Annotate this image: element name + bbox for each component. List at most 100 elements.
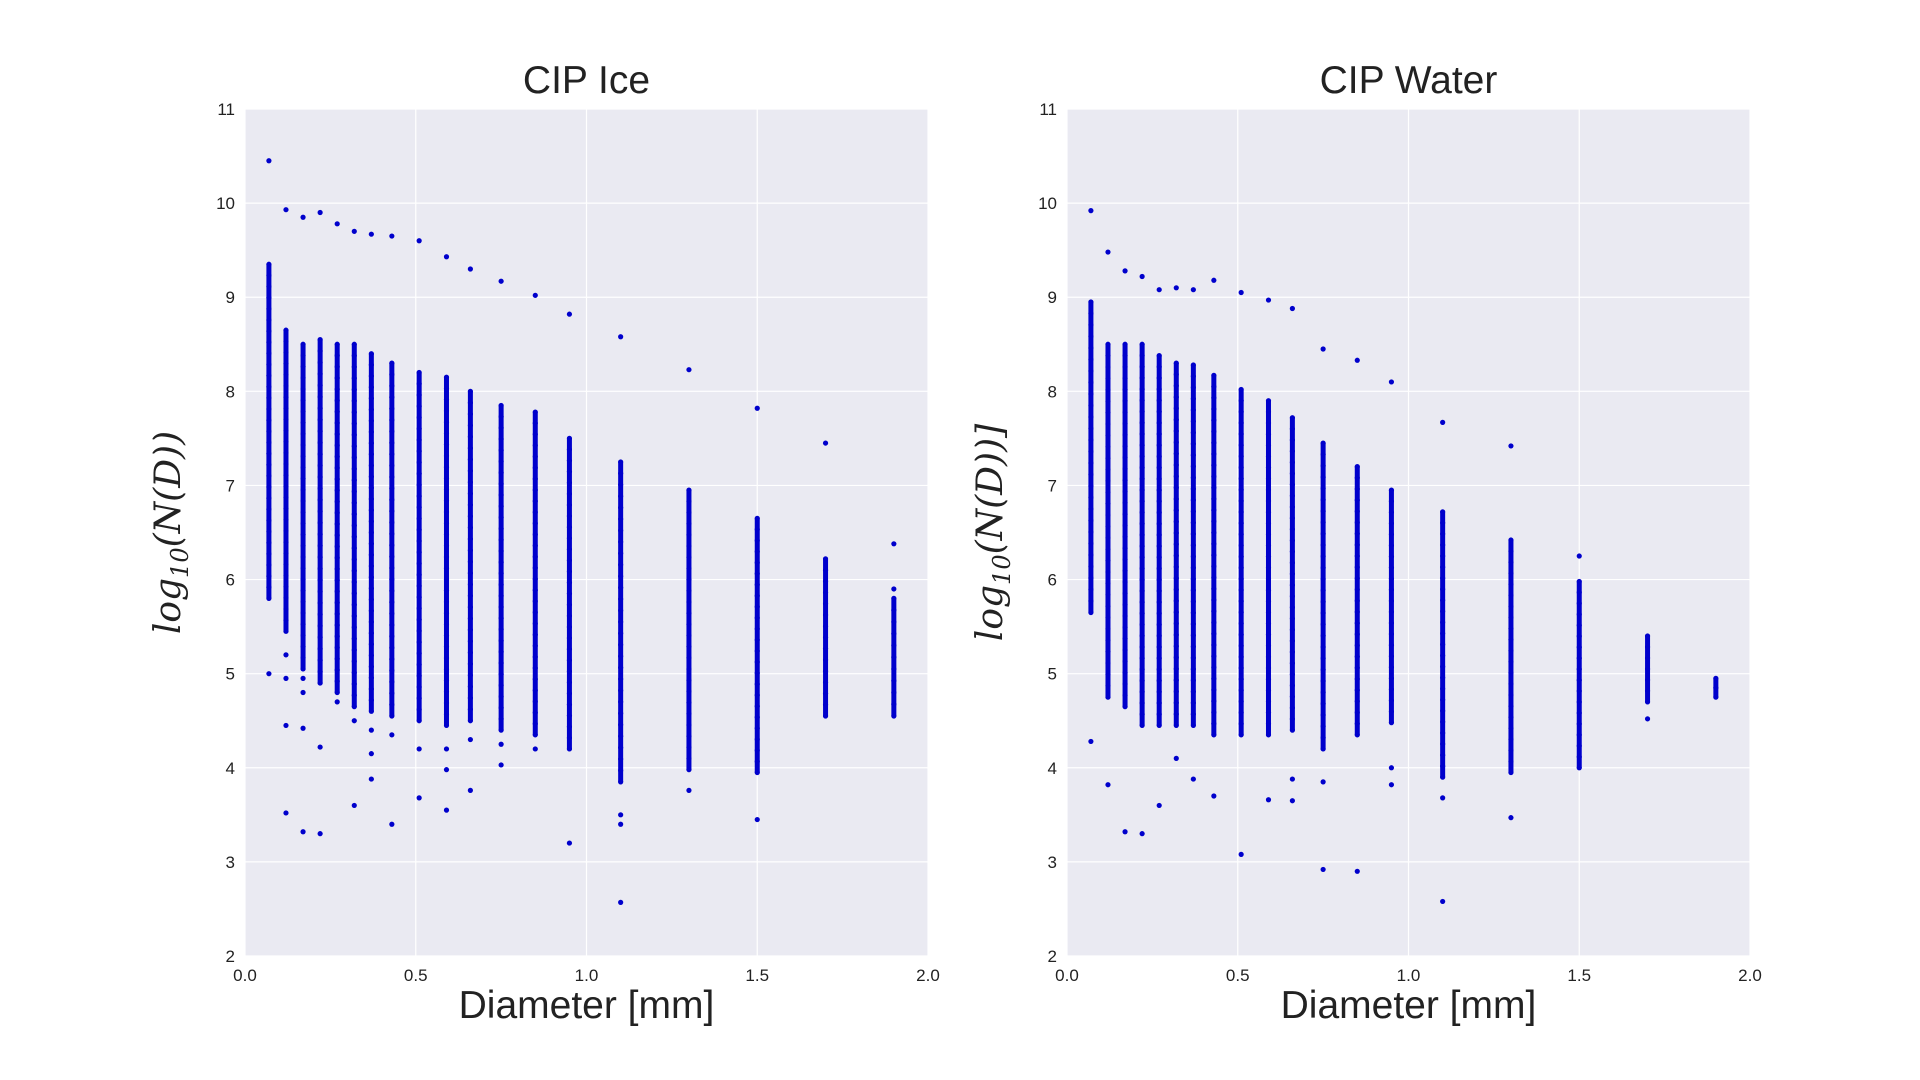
data-point	[443, 408, 450, 414]
data-point	[467, 581, 473, 588]
data-point	[1644, 688, 1651, 694]
data-point	[368, 574, 374, 580]
data-point	[532, 732, 538, 738]
data-point	[266, 528, 272, 535]
data-point	[1088, 471, 1094, 478]
data-point	[1190, 486, 1196, 492]
data-point	[334, 352, 340, 359]
data-point	[532, 465, 538, 471]
data-point	[443, 700, 450, 706]
data-point	[334, 678, 340, 684]
data-point	[334, 454, 340, 460]
data-point	[1508, 592, 1514, 598]
x-axis-label: Diameter [mm]	[1281, 984, 1537, 1027]
data-point	[1289, 437, 1295, 443]
data-point	[1508, 692, 1514, 698]
y-tick-label: 6	[1048, 571, 1057, 590]
data-point	[566, 679, 573, 686]
data-point	[532, 420, 538, 426]
data-point	[1320, 610, 1326, 616]
data-point	[1440, 664, 1446, 670]
data-point	[317, 451, 323, 457]
chart-title: CIP Water	[1320, 59, 1498, 102]
data-point	[1289, 470, 1295, 477]
data-point	[467, 718, 473, 724]
data-point	[300, 643, 306, 650]
data-point	[1122, 511, 1128, 517]
data-point	[1238, 289, 1244, 296]
data-point	[1173, 428, 1179, 434]
data-point	[1388, 720, 1395, 726]
data-point	[283, 207, 289, 213]
data-point	[618, 722, 624, 728]
data-point	[1354, 868, 1360, 874]
data-point	[1190, 576, 1196, 582]
data-point	[686, 722, 692, 728]
data-point	[1105, 660, 1111, 666]
data-point	[368, 507, 374, 513]
data-point	[1105, 569, 1111, 575]
data-point	[618, 733, 624, 739]
data-point	[1156, 700, 1162, 706]
data-point	[266, 439, 272, 446]
data-point	[1388, 782, 1395, 788]
data-point	[351, 409, 357, 415]
data-point	[389, 508, 395, 514]
data-point	[1508, 570, 1514, 576]
data-point	[1190, 632, 1196, 638]
data-point	[1190, 689, 1196, 695]
data-point	[368, 686, 374, 692]
data-point	[1190, 373, 1196, 379]
data-point	[334, 420, 340, 426]
data-point	[1156, 599, 1162, 605]
data-point	[1139, 666, 1145, 672]
data-point	[1105, 557, 1111, 564]
data-point	[1265, 487, 1272, 493]
data-point	[1440, 520, 1446, 526]
data-point	[351, 398, 357, 404]
data-point	[1173, 755, 1179, 761]
data-point	[1354, 464, 1360, 470]
data-point	[1388, 520, 1395, 526]
data-point	[1156, 386, 1162, 392]
data-point	[566, 646, 573, 652]
data-point	[389, 667, 395, 674]
data-point	[754, 703, 760, 709]
data-point	[443, 430, 450, 436]
data-point	[1173, 462, 1179, 468]
data-point	[1105, 353, 1111, 359]
data-point	[1265, 643, 1272, 649]
data-point	[1211, 664, 1217, 671]
data-point	[566, 457, 573, 464]
data-point	[334, 588, 340, 594]
data-point	[618, 505, 624, 511]
data-point	[1388, 531, 1395, 538]
grid	[1066, 108, 1751, 957]
data-point	[1508, 443, 1514, 449]
data-point	[1190, 553, 1196, 560]
data-point	[1139, 442, 1145, 448]
data-point	[266, 473, 272, 479]
data-point	[1320, 553, 1326, 559]
data-point	[1088, 333, 1094, 340]
data-point	[1139, 554, 1145, 560]
data-point	[891, 713, 897, 719]
data-point	[754, 405, 760, 411]
data-point	[443, 632, 450, 639]
data-point	[334, 611, 340, 617]
data-point	[416, 538, 422, 544]
y-tick-label: 9	[1048, 288, 1057, 307]
data-point	[1190, 407, 1196, 413]
data-point	[618, 607, 624, 614]
data-point	[1289, 415, 1295, 421]
data-point	[1388, 587, 1395, 593]
data-point	[532, 565, 538, 571]
data-point	[1354, 475, 1360, 481]
data-point	[1238, 732, 1244, 738]
data-point	[1265, 598, 1272, 604]
data-point	[1238, 698, 1244, 705]
data-point	[1644, 699, 1651, 705]
data-point	[416, 369, 422, 376]
data-point	[1265, 721, 1272, 727]
data-point	[317, 577, 323, 583]
